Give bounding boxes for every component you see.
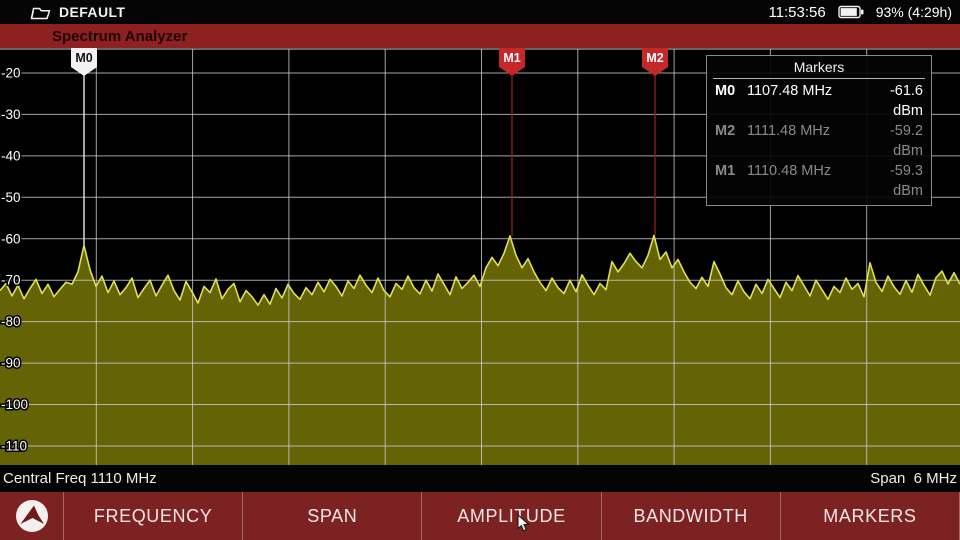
marker-flag-label-m0: M0 bbox=[75, 51, 92, 65]
y-axis-tick-label: -80 bbox=[1, 314, 21, 329]
open-folder-icon[interactable] bbox=[30, 4, 51, 20]
battery-percentage: 93% (4:29h) bbox=[875, 4, 952, 20]
menu-item-bandwidth[interactable]: BANDWIDTH bbox=[602, 492, 781, 540]
marker-flag-label-m2: M2 bbox=[646, 51, 663, 65]
y-axis-tick-label: -50 bbox=[1, 190, 21, 205]
menu-item-markers[interactable]: MARKERS bbox=[781, 492, 960, 540]
central-freq-readout: Central Freq 1110 MHz bbox=[3, 470, 157, 487]
battery-icon bbox=[838, 5, 865, 19]
promax-arrow-logo[interactable] bbox=[0, 492, 64, 540]
marker-flag-m1[interactable] bbox=[499, 48, 525, 76]
marker-freq: 1107.48 MHz bbox=[747, 83, 833, 99]
span-readout: Span 6 MHz bbox=[870, 470, 957, 487]
y-axis-tick-label: -110 bbox=[1, 439, 27, 454]
menu-item-frequency[interactable]: FREQUENCY bbox=[64, 492, 244, 540]
marker-row-m2[interactable]: M2 1111.48 MHz -59.2 dBm bbox=[715, 121, 923, 161]
profile-name[interactable]: DEFAULT bbox=[59, 4, 126, 20]
marker-flag-m2[interactable] bbox=[642, 48, 668, 76]
marker-flag-m0[interactable] bbox=[71, 48, 97, 76]
marker-level: -61.6 dBm bbox=[889, 83, 923, 119]
spectrum-fill bbox=[0, 235, 960, 465]
marker-id: M2 bbox=[715, 123, 736, 139]
title-bar: Spectrum Analyzer bbox=[0, 24, 960, 48]
markers-panel-divider bbox=[713, 78, 925, 79]
y-axis-tick-label: -60 bbox=[1, 231, 21, 246]
footer-status-bar: Central Freq 1110 MHz Span 6 MHz bbox=[0, 465, 960, 492]
marker-id: M0 bbox=[715, 83, 736, 99]
clock-time: 11:53:56 bbox=[768, 3, 826, 21]
y-axis-tick-label: -70 bbox=[1, 273, 21, 288]
marker-id: M1 bbox=[715, 163, 736, 179]
y-axis-tick-label: -100 bbox=[1, 397, 28, 412]
y-axis-tick-label: -90 bbox=[1, 356, 21, 371]
top-status-bar: DEFAULT 11:53:56 93% (4:29h) bbox=[0, 0, 960, 24]
page-title: Spectrum Analyzer bbox=[52, 27, 188, 45]
marker-level: -59.3 dBm bbox=[889, 163, 923, 199]
chart-area: M0 M1 M2 -20 -30 -40 -50 -60 -70 -80 -90 -100 -110 M… bbox=[0, 48, 960, 465]
y-axis-tick-label: -20 bbox=[1, 66, 21, 81]
marker-flag-label-m1: M1 bbox=[503, 51, 520, 65]
marker-row-m0[interactable]: M0 1107.48 MHz -61.6 dBm bbox=[715, 81, 923, 121]
menu-item-span[interactable]: SPAN bbox=[243, 492, 423, 540]
y-axis-tick-label: -40 bbox=[1, 148, 21, 163]
marker-level: -59.2 dBm bbox=[889, 123, 923, 159]
marker-row-m1[interactable]: M1 1110.48 MHz -59.3 dBm bbox=[715, 161, 923, 201]
spectrum-trace bbox=[0, 234, 960, 306]
menu-item-amplitude[interactable]: AMPLITUDE bbox=[422, 492, 602, 540]
markers-panel: Markers M0 1107.48 MHz -61.6 dBm M2 1111… bbox=[706, 55, 932, 206]
marker-freq: 1111.48 MHz bbox=[747, 123, 831, 139]
spectrum-chart[interactable]: M0 M1 M2 -20 -30 -40 -50 -60 -70 -80 -90 -100 -110 bbox=[0, 48, 960, 465]
markers-panel-title: Markers bbox=[793, 59, 845, 75]
marker-freq: 1110.48 MHz bbox=[747, 163, 832, 179]
bottom-menu-bar: FREQUENCY SPAN AMPLITUDE BANDWIDTH MARKE… bbox=[0, 492, 960, 540]
y-axis-tick-label: -30 bbox=[1, 107, 21, 122]
